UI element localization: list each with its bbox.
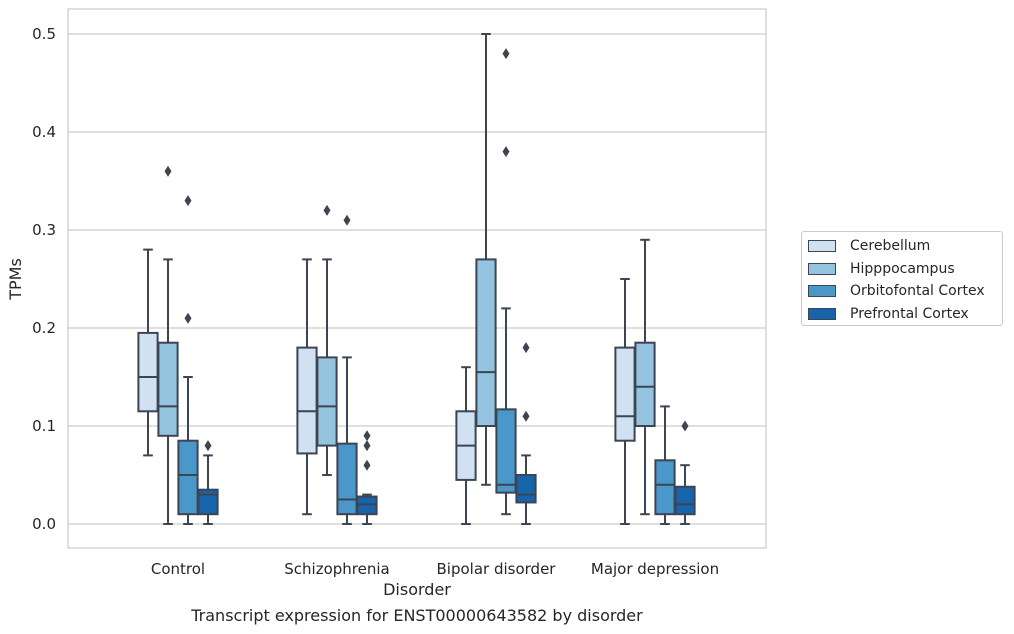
series-hipppocampus — [157, 33, 656, 525]
outlier-point — [681, 420, 689, 432]
box-major-depression — [614, 278, 636, 525]
outlier-point — [363, 430, 371, 442]
series-orbitofontal-cortex — [177, 48, 676, 525]
iqr-box — [316, 356, 338, 447]
box-control — [197, 440, 219, 525]
outlier-point — [522, 342, 530, 354]
chart-caption: Transcript expression for ENST0000064358… — [191, 606, 643, 625]
x-tick-labels: Control Schizophrenia Bipolar disorder Majo… — [151, 560, 719, 578]
y-tick-label: 0.4 — [32, 123, 56, 141]
iqr-box — [634, 341, 656, 428]
box-control — [137, 248, 159, 457]
outlier-point — [363, 459, 371, 471]
legend-label: Prefrontal Cortex — [850, 305, 969, 322]
x-tick-label: Schizophrenia — [284, 560, 389, 578]
y-tick-label: 0.3 — [32, 221, 56, 239]
box-bipolar-disorder — [475, 33, 497, 486]
legend-label: Hipppocampus — [850, 260, 955, 277]
gridlines — [68, 33, 766, 525]
y-tick-label: 0.0 — [32, 515, 56, 533]
outlier-point — [502, 48, 510, 60]
outlier-point — [184, 312, 192, 324]
box-bipolar-disorder — [515, 342, 537, 525]
legend-label: Orbitofontal Cortex — [850, 283, 985, 299]
box-bipolar-disorder — [455, 366, 477, 525]
iqr-box — [157, 341, 179, 437]
y-tick-label: 0.1 — [32, 417, 56, 435]
box-control — [157, 165, 179, 525]
legend-item: Orbitofontal Cortex — [808, 282, 985, 300]
outlier-point — [363, 440, 371, 452]
legend-swatch — [808, 240, 836, 252]
iqr-box — [475, 258, 497, 427]
legend-label: Cerebellum — [850, 238, 931, 254]
outlier-point — [323, 204, 331, 216]
box-series — [137, 33, 696, 525]
x-tick-label: Bipolar disorder — [437, 560, 557, 578]
legend-item: Hipppocampus — [808, 260, 955, 278]
series-prefrontal-cortex — [197, 342, 696, 525]
x-axis-label: Disorder — [383, 580, 451, 599]
outlier-point — [343, 214, 351, 226]
y-axis-label: TPMs — [6, 258, 25, 301]
iqr-box — [336, 442, 358, 516]
legend: Cerebellum Hipppocampus Orbitofontal Corte… — [801, 231, 1003, 326]
plot-area-frame — [67, 8, 767, 549]
legend-item: Prefrontal Cortex — [808, 305, 969, 323]
outlier-point — [184, 195, 192, 207]
box-major-depression — [674, 420, 696, 525]
outlier-point — [164, 165, 172, 177]
outlier-point — [502, 146, 510, 158]
iqr-box — [296, 346, 318, 455]
y-tick-label: 0.5 — [32, 25, 56, 43]
iqr-box — [654, 459, 676, 516]
iqr-box — [495, 408, 517, 494]
outlier-point — [204, 440, 212, 452]
iqr-box — [177, 439, 199, 516]
iqr-box — [197, 488, 219, 516]
legend-swatch — [808, 307, 836, 320]
box-major-depression — [634, 238, 656, 516]
x-tick-label: Major depression — [591, 560, 719, 578]
series-cerebellum — [137, 248, 636, 525]
y-tick-label: 0.2 — [32, 319, 56, 337]
box-schizophrenia — [356, 430, 378, 525]
box-schizophrenia — [336, 214, 358, 525]
outlier-point — [522, 410, 530, 422]
legend-item: Cerebellum — [808, 237, 930, 255]
iqr-box — [674, 485, 696, 516]
box-control — [177, 195, 199, 525]
iqr-box — [614, 346, 636, 442]
box-major-depression — [654, 405, 676, 525]
iqr-box — [515, 474, 537, 504]
legend-swatch — [808, 262, 836, 275]
box-schizophrenia — [316, 204, 338, 476]
iqr-box — [137, 331, 159, 413]
box-schizophrenia — [296, 258, 318, 516]
x-tick-label: Control — [151, 560, 205, 578]
y-tick-labels: 0.0 0.1 0.2 0.3 0.4 0.5 — [32, 25, 56, 533]
legend-swatch — [808, 285, 836, 297]
box-bipolar-disorder — [495, 48, 517, 516]
